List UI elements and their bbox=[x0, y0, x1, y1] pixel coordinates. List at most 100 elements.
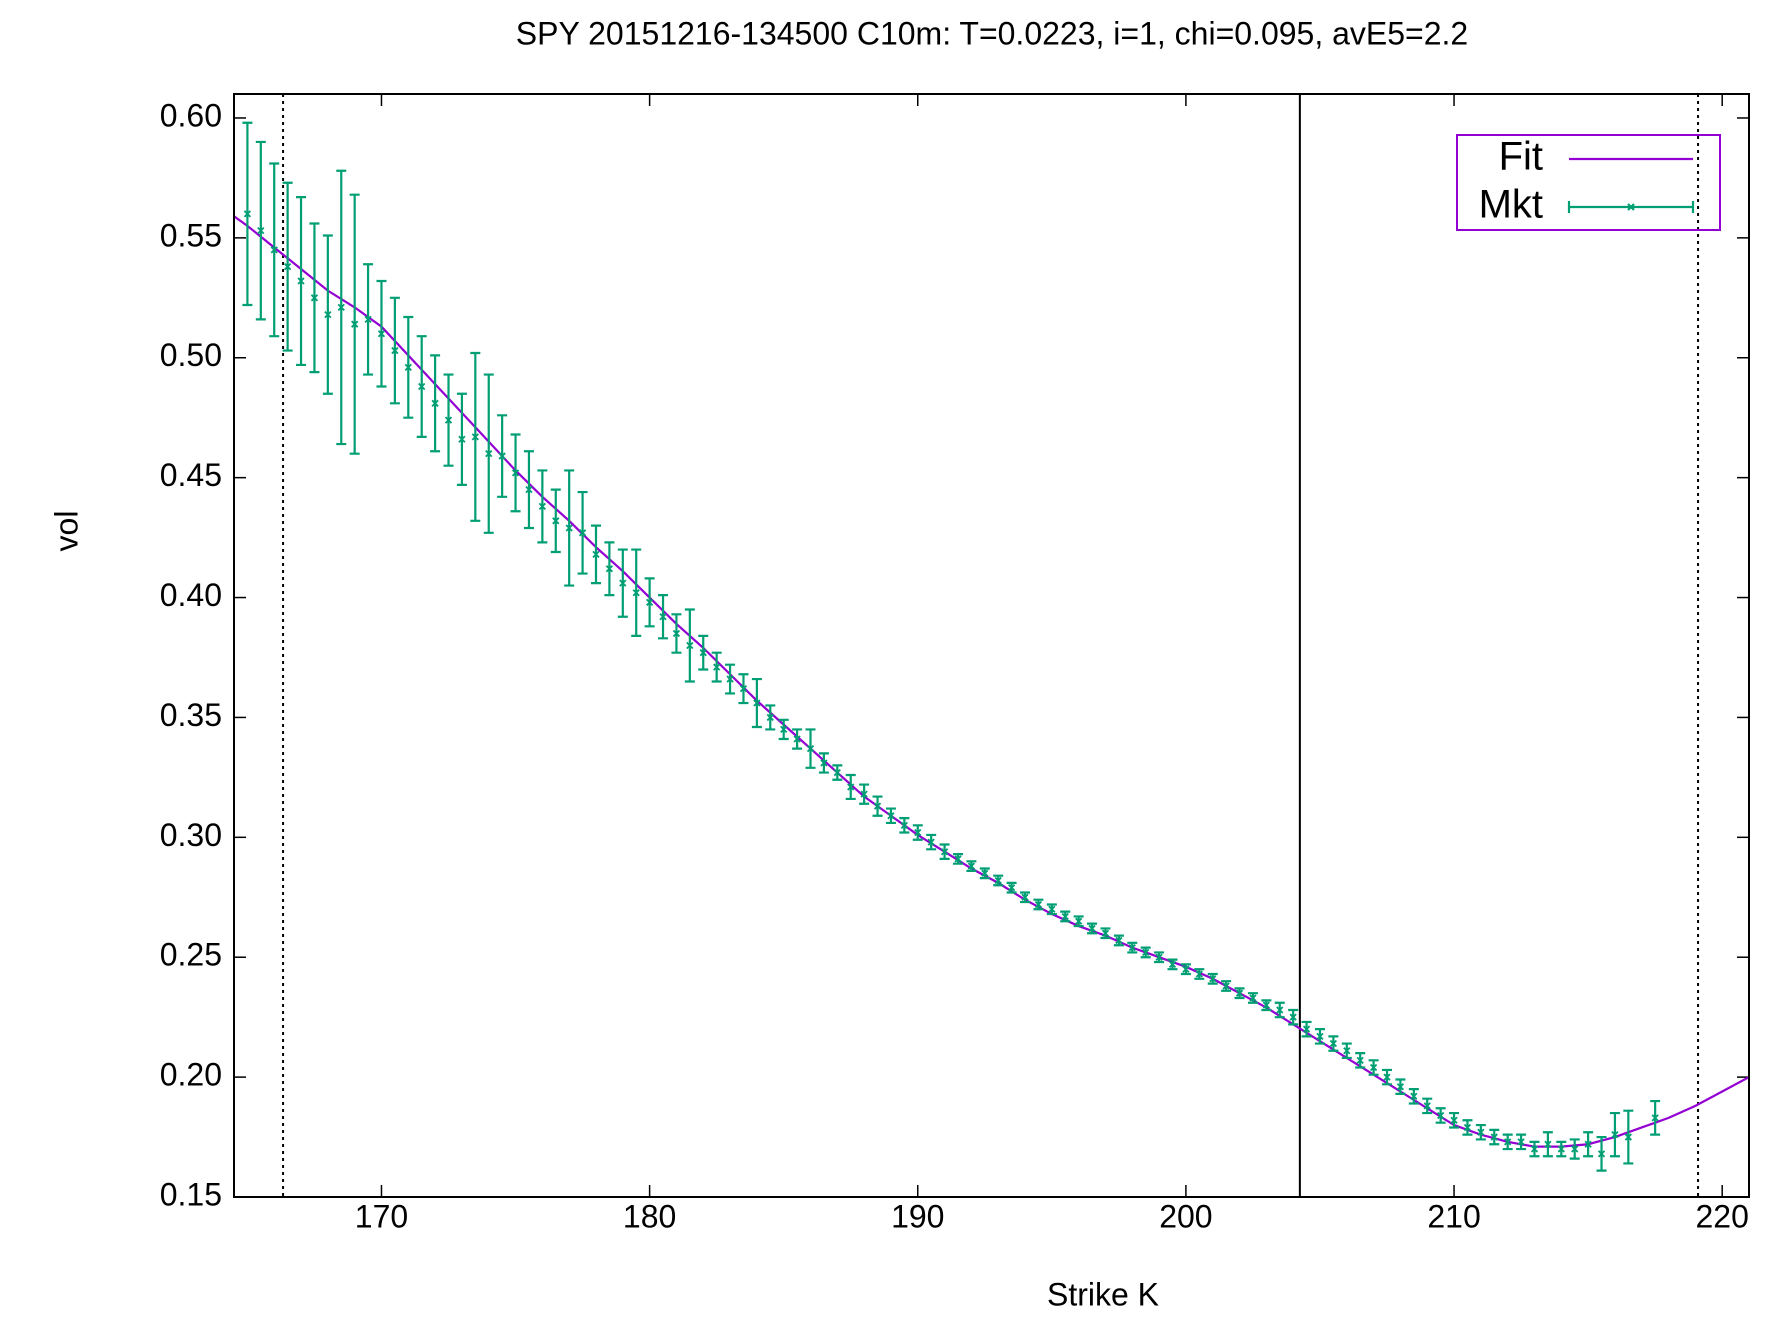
point bbox=[632, 589, 640, 597]
point bbox=[1289, 1013, 1297, 1021]
legend-box bbox=[1456, 134, 1721, 231]
x-tick-label: 190 bbox=[891, 1198, 944, 1234]
y-tick-label: 0.45 bbox=[160, 457, 222, 493]
point bbox=[511, 469, 520, 477]
point bbox=[1477, 1128, 1485, 1136]
point bbox=[699, 649, 707, 657]
x-tick-label: 170 bbox=[355, 1198, 408, 1234]
point bbox=[847, 783, 855, 791]
point bbox=[1142, 948, 1150, 957]
point bbox=[1276, 1006, 1284, 1014]
point bbox=[391, 346, 399, 355]
x-axis-label: Strike K bbox=[1047, 1276, 1159, 1312]
point bbox=[592, 550, 600, 559]
point bbox=[1369, 1063, 1378, 1072]
point bbox=[820, 759, 828, 767]
point bbox=[1343, 1047, 1351, 1055]
point bbox=[1356, 1056, 1364, 1064]
x-tick-label: 220 bbox=[1695, 1198, 1748, 1234]
point bbox=[471, 433, 479, 441]
point bbox=[1115, 936, 1123, 945]
point bbox=[1557, 1145, 1565, 1153]
point bbox=[1597, 1150, 1606, 1158]
point bbox=[458, 435, 466, 443]
point bbox=[444, 416, 453, 424]
point bbox=[1048, 905, 1056, 913]
point bbox=[1463, 1123, 1472, 1132]
point bbox=[1423, 1102, 1431, 1110]
point bbox=[257, 227, 265, 235]
point bbox=[806, 744, 815, 753]
point bbox=[940, 848, 949, 856]
point bbox=[1088, 924, 1096, 933]
point bbox=[1101, 929, 1110, 937]
y-tick-label: 0.60 bbox=[160, 97, 222, 133]
point bbox=[1490, 1133, 1498, 1141]
point bbox=[1624, 1133, 1632, 1141]
point bbox=[1128, 943, 1136, 952]
point bbox=[873, 802, 882, 810]
point bbox=[297, 277, 305, 285]
point bbox=[1530, 1145, 1539, 1153]
point bbox=[1235, 989, 1244, 997]
point bbox=[1396, 1083, 1405, 1091]
x-tick-label: 180 bbox=[623, 1198, 676, 1234]
point bbox=[914, 828, 922, 837]
legend-label: Fit bbox=[1499, 135, 1543, 179]
point bbox=[1302, 1025, 1311, 1033]
point bbox=[243, 210, 252, 218]
plot-area bbox=[234, 121, 1749, 1172]
point bbox=[1410, 1092, 1418, 1100]
point bbox=[1249, 994, 1257, 1002]
y-tick-label: 0.25 bbox=[160, 937, 222, 973]
y-tick-label: 0.55 bbox=[160, 217, 222, 253]
point bbox=[753, 699, 761, 707]
point bbox=[552, 517, 560, 525]
y-tick-label: 0.35 bbox=[160, 697, 222, 733]
point bbox=[377, 330, 386, 338]
point bbox=[1061, 912, 1069, 921]
point bbox=[1007, 884, 1016, 892]
point bbox=[538, 502, 546, 511]
point bbox=[1209, 975, 1217, 983]
chart-title: SPY 20151216-134500 C10m: T=0.0223, i=1,… bbox=[516, 15, 1468, 51]
point bbox=[1571, 1145, 1579, 1153]
point bbox=[780, 725, 788, 734]
point bbox=[713, 663, 721, 671]
point bbox=[1168, 960, 1177, 969]
point bbox=[1155, 953, 1163, 961]
point bbox=[994, 876, 1002, 885]
point bbox=[1584, 1140, 1592, 1148]
point bbox=[739, 685, 748, 693]
point bbox=[954, 855, 962, 863]
point bbox=[1437, 1111, 1445, 1120]
point bbox=[1450, 1116, 1458, 1124]
point bbox=[1034, 900, 1043, 909]
point bbox=[1075, 917, 1083, 925]
point bbox=[337, 303, 345, 312]
point bbox=[431, 399, 439, 407]
point bbox=[619, 579, 627, 587]
point bbox=[1383, 1073, 1391, 1081]
point bbox=[1504, 1138, 1512, 1146]
point bbox=[1544, 1140, 1552, 1148]
point bbox=[900, 821, 908, 829]
point bbox=[485, 450, 493, 458]
point bbox=[1329, 1039, 1338, 1048]
point bbox=[1222, 982, 1230, 990]
point bbox=[1182, 965, 1190, 973]
y-tick-label: 0.20 bbox=[160, 1057, 222, 1093]
point bbox=[351, 320, 359, 328]
point bbox=[1611, 1131, 1619, 1139]
point bbox=[1262, 1001, 1270, 1009]
point bbox=[324, 310, 332, 319]
y-tick-label: 0.40 bbox=[160, 577, 222, 613]
point bbox=[364, 315, 372, 324]
point bbox=[404, 363, 412, 371]
point bbox=[1651, 1114, 1659, 1122]
point bbox=[310, 294, 319, 302]
y-tick-label: 0.30 bbox=[160, 817, 222, 853]
point bbox=[860, 790, 868, 798]
